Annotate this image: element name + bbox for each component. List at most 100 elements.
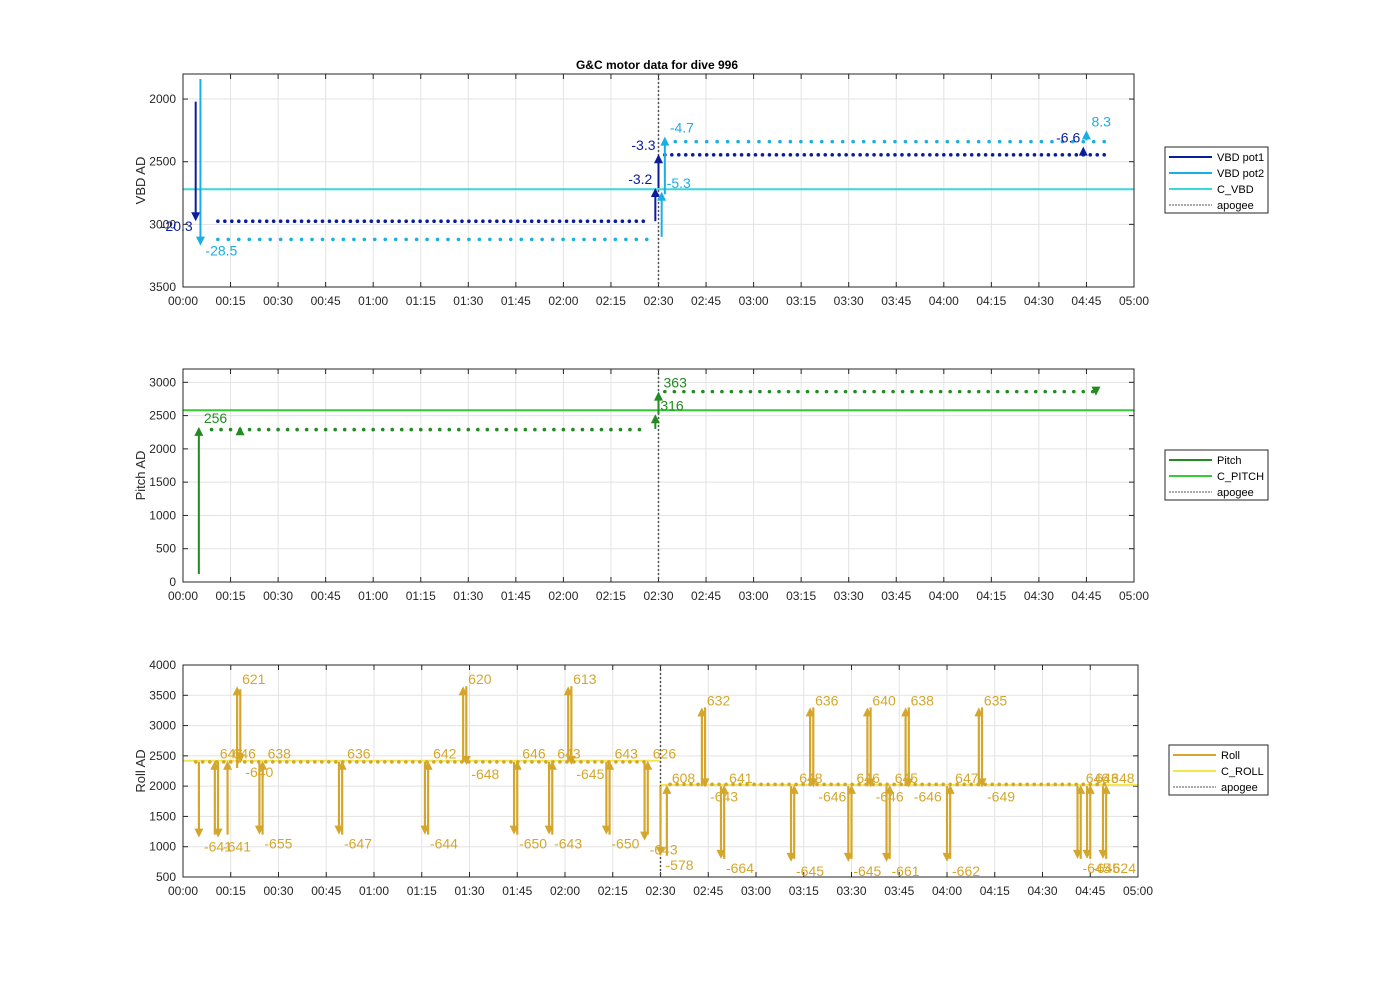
data-point: [907, 153, 911, 157]
data-point: [599, 427, 604, 432]
arrow-head: [700, 778, 710, 788]
data-point: [603, 237, 607, 242]
arrow-head: [789, 784, 799, 794]
data-point: [481, 219, 485, 224]
data-point: [935, 139, 939, 144]
data-point: [226, 237, 231, 242]
data-point: [919, 389, 924, 394]
plot-content: [183, 74, 1134, 287]
data-point: [682, 389, 686, 394]
data-point: [962, 153, 967, 157]
data-point: [488, 760, 492, 764]
data-point: [1018, 153, 1023, 157]
data-point: [942, 153, 946, 157]
legend-entry: C_PITCH: [1217, 471, 1264, 483]
data-point: [502, 219, 506, 224]
move-label: 256: [204, 410, 228, 426]
data-point: [1011, 782, 1016, 787]
data-point: [935, 153, 939, 157]
x-tick-label: 01:45: [501, 589, 531, 603]
data-point: [200, 760, 205, 764]
data-point: [983, 782, 987, 787]
y-tick-label: 500: [156, 870, 176, 884]
data-point: [1024, 389, 1029, 394]
data-point: [582, 237, 586, 242]
arrow-head: [1091, 386, 1101, 396]
data-point: [976, 139, 981, 144]
y-tick-label: 2000: [149, 442, 176, 456]
data-point: [872, 139, 876, 144]
arrow-head: [977, 778, 987, 788]
data-point: [670, 153, 674, 157]
legend-entry: Pitch: [1217, 455, 1241, 467]
data-point: [757, 139, 761, 144]
data-point: [557, 219, 562, 224]
data-point: [264, 219, 269, 224]
data-point: [228, 427, 233, 432]
data-point: [1032, 782, 1037, 787]
plot-frame: [182, 73, 1135, 288]
data-point: [899, 782, 903, 787]
data-point: [673, 139, 678, 144]
data-point: [635, 760, 639, 764]
legend-entry: VBD pot1: [1217, 152, 1264, 164]
data-point: [411, 219, 415, 224]
move-label: -643: [650, 842, 678, 858]
data-point: [579, 760, 583, 764]
data-point: [767, 389, 772, 394]
data-point: [514, 427, 518, 432]
data-point: [753, 153, 758, 157]
data-point: [404, 219, 408, 224]
data-point: [522, 219, 527, 224]
data-point: [720, 389, 724, 394]
move-arrow: [847, 784, 856, 859]
data-point: [268, 237, 272, 242]
data-point: [383, 219, 388, 224]
legend-entry: apogee: [1217, 487, 1254, 499]
data-point: [882, 139, 887, 144]
data-point: [745, 782, 749, 787]
data-point: [893, 153, 897, 157]
x-tick-label: 03:30: [834, 294, 864, 308]
legend-entry: C_VBD: [1217, 184, 1254, 196]
data-point: [342, 427, 347, 432]
data-point: [446, 237, 450, 242]
x-tick-label: 01:45: [501, 294, 531, 308]
data-point: [418, 760, 422, 764]
move-label: -5.3: [667, 175, 691, 191]
data-point: [799, 139, 803, 144]
data-point: [409, 427, 414, 432]
data-point: [823, 153, 828, 157]
data-point: [390, 427, 395, 432]
data-point: [390, 760, 394, 764]
data-point: [1071, 389, 1076, 394]
move-label: -645: [796, 863, 824, 879]
data-point: [893, 139, 897, 144]
data-point: [634, 237, 639, 242]
x-tick-label: 01:30: [454, 884, 484, 898]
data-point: [836, 782, 840, 787]
y-tick-label: 0: [169, 575, 176, 589]
data-point: [536, 219, 541, 224]
data-point: [921, 153, 925, 157]
x-tick-label: 00:45: [311, 884, 341, 898]
data-point: [1062, 389, 1067, 394]
data-point: [362, 219, 367, 224]
data-point: [1060, 782, 1065, 787]
move-label: -655: [264, 836, 292, 852]
move-arrow: [258, 760, 268, 835]
data-point: [257, 219, 262, 224]
x-tick-label: 00:00: [168, 294, 198, 308]
x-tick-label: 03:00: [741, 884, 771, 898]
data-point: [872, 153, 876, 157]
data-point: [802, 153, 807, 157]
data-point: [540, 237, 544, 242]
data-point: [580, 427, 585, 432]
x-tick-label: 02:45: [691, 589, 721, 603]
legend-entry: Roll: [1221, 750, 1240, 762]
data-point: [428, 427, 433, 432]
x-tick-label: 00:45: [311, 589, 341, 603]
data-point: [717, 782, 721, 787]
arrow-head: [654, 154, 663, 164]
